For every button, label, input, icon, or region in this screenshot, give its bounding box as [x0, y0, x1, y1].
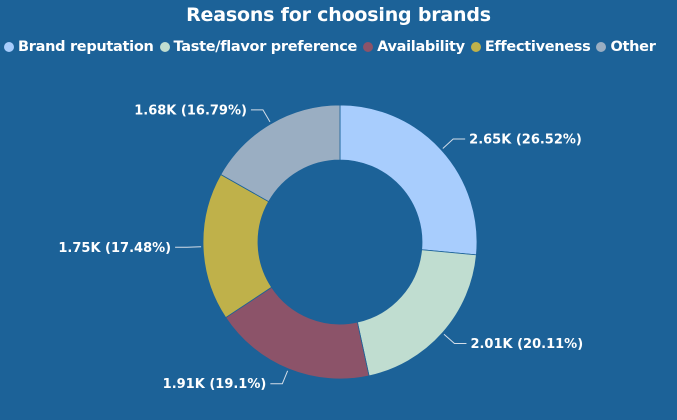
- donut-slice[interactable]: [339, 104, 478, 256]
- leader-line: [442, 138, 466, 149]
- legend-marker: [159, 42, 170, 52]
- legend-marker: [4, 42, 14, 52]
- legend-item[interactable]: Taste/flavor preference: [159, 39, 358, 55]
- data-label: 1.75K (17.48%): [58, 241, 171, 256]
- legend-item[interactable]: Other: [596, 39, 656, 55]
- data-label: 1.91K (19.1%): [163, 377, 267, 392]
- legend-item[interactable]: Effectiveness: [470, 39, 591, 55]
- leader-line: [270, 370, 289, 385]
- legend-label: Availability: [377, 39, 465, 55]
- legend-label: Other: [610, 39, 656, 55]
- legend-label: Effectiveness: [484, 39, 591, 55]
- data-label: 2.01K (20.11%): [470, 337, 583, 352]
- legend-label: Brand reputation: [18, 39, 154, 55]
- legend-marker: [470, 42, 481, 52]
- donut-slice[interactable]: [356, 249, 477, 377]
- donut-slice[interactable]: [220, 104, 341, 203]
- data-label: 2.65K (26.52%): [469, 133, 582, 148]
- data-label: 1.68K (16.79%): [134, 103, 247, 118]
- chart-title: Reasons for choosing brands: [186, 4, 491, 26]
- legend-label: Taste/flavor preference: [173, 39, 358, 55]
- leader-line: [250, 109, 271, 123]
- legend-marker: [363, 42, 374, 52]
- chart-legend: Brand reputation Taste/flavor preference A…: [4, 39, 677, 55]
- legend-item[interactable]: Availability: [363, 39, 465, 55]
- leader-line: [443, 333, 467, 345]
- legend-marker: [596, 42, 607, 52]
- legend-item[interactable]: Brand reputation: [4, 39, 154, 55]
